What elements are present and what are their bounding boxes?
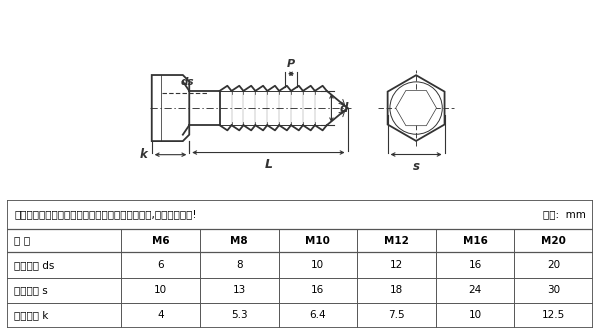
Text: M20: M20 xyxy=(541,235,566,245)
Text: M16: M16 xyxy=(463,235,487,245)
Text: M6: M6 xyxy=(152,235,169,245)
Text: M12: M12 xyxy=(384,235,409,245)
Text: 10: 10 xyxy=(311,260,325,270)
Text: 12: 12 xyxy=(390,260,403,270)
Text: 10: 10 xyxy=(154,285,167,295)
Text: 24: 24 xyxy=(469,285,482,295)
Text: 头部对边 s: 头部对边 s xyxy=(14,285,48,295)
Polygon shape xyxy=(388,75,445,141)
Text: 8: 8 xyxy=(236,260,242,270)
Text: 4: 4 xyxy=(157,310,164,320)
Circle shape xyxy=(390,82,442,134)
Text: 20: 20 xyxy=(547,260,560,270)
FancyBboxPatch shape xyxy=(7,200,593,328)
Text: 16: 16 xyxy=(311,285,325,295)
Text: 18: 18 xyxy=(390,285,403,295)
Text: 30: 30 xyxy=(547,285,560,295)
Text: 13: 13 xyxy=(233,285,246,295)
Text: M10: M10 xyxy=(305,235,330,245)
Text: s: s xyxy=(413,160,419,173)
Text: 16: 16 xyxy=(469,260,482,270)
Text: 螺杆直径 ds: 螺杆直径 ds xyxy=(14,260,55,270)
Text: P: P xyxy=(287,59,295,69)
Text: 头部厚度 k: 头部厚度 k xyxy=(14,310,49,320)
Text: M8: M8 xyxy=(230,235,248,245)
Text: 单位:  mm: 单位: mm xyxy=(543,209,586,219)
Text: d: d xyxy=(339,102,347,115)
Text: 6: 6 xyxy=(157,260,164,270)
Text: 6.4: 6.4 xyxy=(310,310,326,320)
Text: k: k xyxy=(140,148,148,161)
Text: 10: 10 xyxy=(469,310,482,320)
Text: 7.5: 7.5 xyxy=(388,310,404,320)
Text: L: L xyxy=(265,158,272,171)
Text: 12.5: 12.5 xyxy=(542,310,565,320)
Polygon shape xyxy=(152,75,189,141)
Polygon shape xyxy=(396,91,436,126)
Text: ds: ds xyxy=(181,77,194,87)
Text: 规 格: 规 格 xyxy=(14,235,31,245)
Text: 5.3: 5.3 xyxy=(231,310,248,320)
Text: 以下为单批测量数据，可能稍有误差，以实际为准,介意者请慎拍!: 以下为单批测量数据，可能稍有误差，以实际为准,介意者请慎拍! xyxy=(14,209,197,219)
